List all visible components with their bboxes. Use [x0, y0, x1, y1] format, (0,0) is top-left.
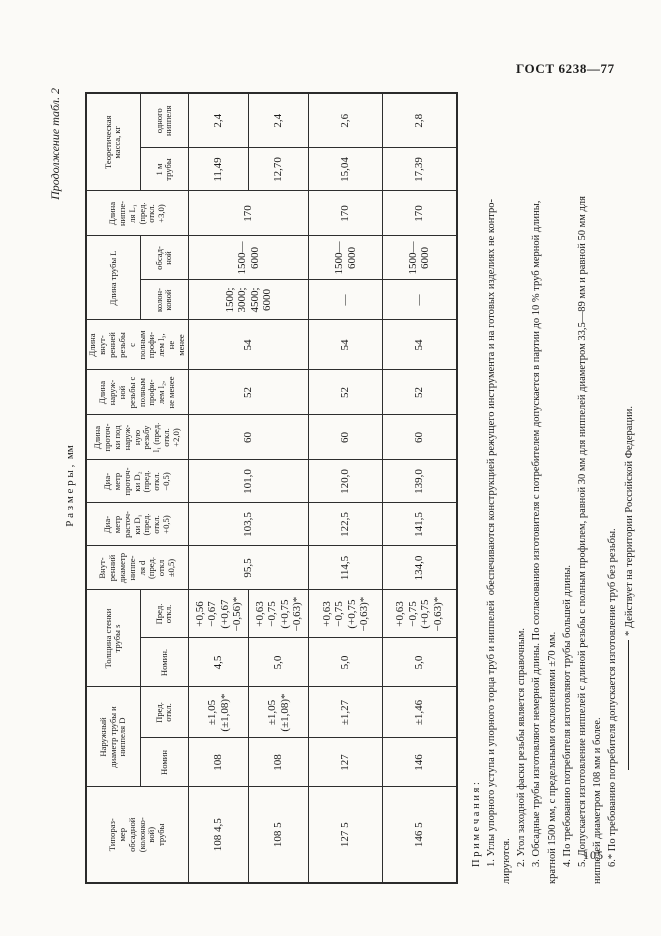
- cell-wall-nominal: 5,0: [248, 638, 309, 687]
- cell-neck-length: 60: [308, 415, 383, 460]
- notes-block: П р и м е ч а н и я : 1. Углы упорного у…: [469, 88, 637, 884]
- cell-outer-tolerance: ±1,46: [382, 687, 457, 738]
- rotated-sheet: Продолжение табл. 2 Р а з м е р ы , мм Т…: [48, 88, 637, 884]
- footnote: * Действует на территории Российской Фед…: [622, 88, 637, 884]
- cell-inner-diameter: 114,5: [308, 546, 383, 590]
- page-number: 105: [583, 848, 604, 862]
- cell-ext-thread-length: 52: [308, 370, 383, 415]
- cell-size: 146 5: [382, 787, 457, 883]
- column-header-outer-diameter: Наружный диаметр трубы и ниппеля D: [86, 687, 141, 787]
- cell-neck-diameter: 101,0: [188, 460, 309, 503]
- cell-outer-nominal: 108: [188, 738, 249, 787]
- cell-bore-diameter: 103,5: [188, 503, 309, 546]
- cell-outer-nominal: 127: [308, 738, 383, 787]
- note-line: ниппелей диаметром 108 мм и более.: [592, 717, 604, 884]
- cell-bore-diameter: 141,5: [382, 503, 457, 546]
- cell-wall-tolerance: +0,63 −0,75 (+0,75 −0,63)*: [248, 590, 309, 638]
- column-header-mass-tube: 1 м трубы: [140, 148, 189, 191]
- cell-outer-tolerance: ±1,27: [308, 687, 383, 738]
- cell-length-casing: 1500— 6000: [382, 236, 457, 280]
- column-header-nipple-length: Длина ниппе- ля L₁ (пред. откл. +3,0): [86, 191, 189, 236]
- cell-mass-nipple: 2,4: [248, 92, 309, 148]
- footnote-text: * Действует на территории Российской Фед…: [623, 406, 635, 636]
- pipe-dimensions-table: Типораз- мер обсадной (колонко- вой) тру…: [85, 91, 458, 884]
- table-row: 127 5 127 ±1,27 5,0 +0,63 −0,75 (+0,75 −…: [308, 92, 383, 883]
- column-header-inner-diameter: Внут- ренний диаметр ниппе- ля d (пред. …: [86, 546, 189, 590]
- cell-mass-nipple: 2,6: [308, 92, 383, 148]
- cell-ext-thread-length: 52: [188, 370, 309, 415]
- cell-wall-nominal: 4,5: [188, 638, 249, 687]
- cell-neck-diameter: 120,0: [308, 460, 383, 503]
- cell-mass-tube: 12,70: [248, 148, 309, 191]
- cell-int-thread-length: 54: [188, 320, 309, 370]
- cell-wall-tolerance: +0,63 −0,75 (+0,75 −0,63)*: [308, 590, 383, 638]
- cell-nipple-length: 170: [382, 191, 457, 236]
- note-line: кратной 1500 мм, с предельными отклонени…: [546, 631, 558, 884]
- cell-size: 127 5: [308, 787, 383, 883]
- column-header-tube-length: Длина трубы L: [86, 236, 141, 320]
- cell-outer-tolerance: ±1,05 (±1,08)*: [188, 687, 249, 738]
- column-header-size: Типораз- мер обсадной (колонко- вой) тру…: [86, 787, 189, 883]
- cell-int-thread-length: 54: [308, 320, 383, 370]
- cell-length-core: —: [382, 280, 457, 320]
- cell-inner-diameter: 95,5: [188, 546, 309, 590]
- cell-ext-thread-length: 52: [382, 370, 457, 415]
- cell-nipple-length: 170: [188, 191, 309, 236]
- column-header-wall-tolerance: Пред. откл.: [140, 590, 189, 638]
- notes-title: П р и м е ч а н и я :: [470, 782, 482, 867]
- cell-mass-nipple: 2,4: [188, 92, 249, 148]
- note-line: 5. Допускается изготовление ниппелей с д…: [576, 196, 588, 867]
- cell-size: 108 5: [248, 787, 309, 883]
- note-line: 1. Углы упорного уступа и упорного торца…: [485, 198, 497, 867]
- gost-number: ГОСТ 6238—77: [516, 61, 615, 76]
- cell-mass-nipple: 2,8: [382, 92, 457, 148]
- cell-wall-tolerance: +0,63 −0,75 (+0,75 −0,63)*: [382, 590, 457, 638]
- column-header-neck-length: Длина проточ- ки под наруж- ную резьбу l…: [86, 415, 189, 460]
- cell-outer-nominal: 146: [382, 738, 457, 787]
- note-line: 6.* По требованию потребителя допускаетс…: [607, 528, 619, 867]
- column-header-ext-thread-length: Длина наруж- ной резьбы с полным профи- …: [86, 370, 189, 415]
- cell-length-casing: 1500— 6000: [308, 236, 383, 280]
- column-header-bore-diameter: Диа- метр расточ- ки D₁ (пред. откл. +0,…: [86, 503, 189, 546]
- cell-neck-length: 60: [382, 415, 457, 460]
- column-header-outer-nominal: Номин: [140, 738, 189, 787]
- note-line: 2. Угол заходной фаски резьбы является с…: [516, 627, 528, 867]
- cell-outer-tolerance: ±1,05 (±1,08)*: [248, 687, 309, 738]
- note-line: 3. Обсадные трубы изготовляют немерной д…: [531, 200, 543, 867]
- cell-wall-nominal: 5,0: [382, 638, 457, 687]
- column-header-length-core: колон- ковой: [140, 280, 189, 320]
- note-line: 4. По требованию потребителя изготовляют…: [561, 565, 573, 867]
- units-label: Р а з м е р ы , мм: [64, 445, 76, 527]
- column-header-mass: Теоретическая масса, кг: [86, 92, 141, 191]
- table-caption: Продолжение табл. 2: [48, 88, 62, 200]
- cell-size: 108 4,5: [188, 787, 249, 883]
- cell-wall-tolerance: +0,56 −0,67 (+0,67 −0,56)*: [188, 590, 249, 638]
- cell-neck-diameter: 139,0: [382, 460, 457, 503]
- column-header-int-thread-length: Длина внут- ренней резьбы с полным профи…: [86, 320, 189, 370]
- cell-bore-diameter: 122,5: [308, 503, 383, 546]
- footnote-rule: [627, 640, 629, 770]
- cell-length-casing: 1500— 6000: [188, 236, 309, 280]
- note-line: лируются.: [500, 838, 512, 884]
- column-header-wall-thickness: Толщина стенки трубы s: [86, 590, 141, 687]
- cell-length-core: —: [308, 280, 383, 320]
- cell-mass-tube: 11,49: [188, 148, 249, 191]
- cell-outer-nominal: 108: [248, 738, 309, 787]
- column-header-outer-tolerance: Пред. откл.: [140, 687, 189, 738]
- cell-mass-tube: 17,39: [382, 148, 457, 191]
- column-header-length-casing: обсад- ной: [140, 236, 189, 280]
- cell-inner-diameter: 134,0: [382, 546, 457, 590]
- cell-neck-length: 60: [188, 415, 309, 460]
- cell-int-thread-length: 54: [382, 320, 457, 370]
- cell-length-core: 1500; 3000; 4500; 6000: [188, 280, 309, 320]
- table-row: 146 5 146 ±1,46 5,0 +0,63 −0,75 (+0,75 −…: [382, 92, 457, 883]
- column-header-mass-nipple: одного ниппеля: [140, 92, 189, 148]
- column-header-wall-nominal: Номин.: [140, 638, 189, 687]
- column-header-neck-diameter: Диа- метр проточ- ки D₂ (пред. откл. −0,…: [86, 460, 189, 503]
- cell-mass-tube: 15,04: [308, 148, 383, 191]
- cell-nipple-length: 170: [308, 191, 383, 236]
- cell-wall-nominal: 5,0: [308, 638, 383, 687]
- table-row: 108 4,5 108 ±1,05 (±1,08)* 4,5 +0,56 −0,…: [188, 92, 309, 883]
